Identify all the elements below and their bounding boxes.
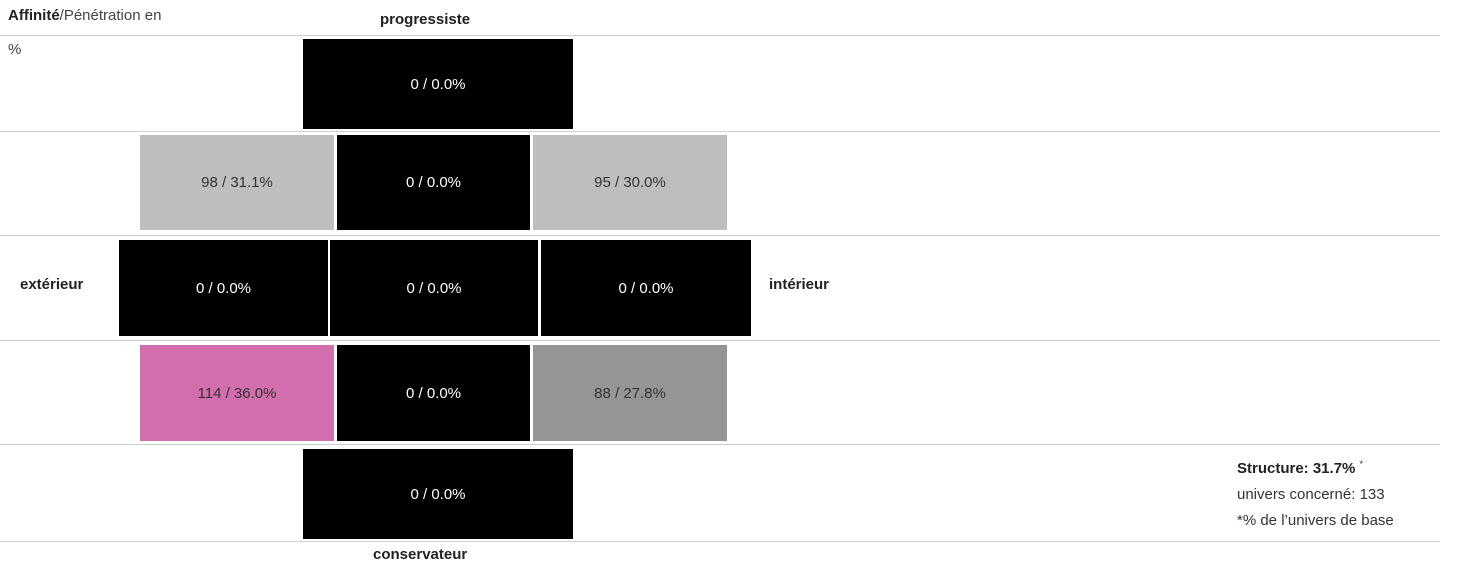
- row-divider: [0, 340, 1440, 341]
- row-divider: [0, 444, 1440, 445]
- cell-r2-left: 98 / 31.1%: [140, 135, 334, 230]
- cell-r3-center: 0 / 0.0%: [330, 240, 538, 336]
- cell-r4-right: 88 / 27.8%: [533, 345, 727, 441]
- row-divider: [0, 35, 1440, 36]
- penetration-label: /Pénétration en: [59, 7, 162, 24]
- axis-top-label: progressiste: [380, 11, 471, 28]
- cell-r3-right: 0 / 0.0%: [541, 240, 751, 336]
- chart-header: Affinité/Pénétration en: [8, 7, 161, 24]
- structure-asterisk: *: [1359, 459, 1364, 469]
- universe-count: univers concerné: 133: [1237, 486, 1385, 503]
- cell-r4-left: 114 / 36.0%: [140, 345, 334, 441]
- cell-r2-right: 95 / 30.0%: [533, 135, 727, 230]
- row-divider: [0, 131, 1440, 132]
- row-divider: [0, 235, 1440, 236]
- row-divider: [0, 541, 1440, 542]
- cell-r4-center: 0 / 0.0%: [337, 345, 530, 441]
- axis-bottom-label: conservateur: [373, 546, 468, 563]
- footnote-text: *% de l’univers de base: [1237, 512, 1394, 529]
- percent-label: %: [8, 41, 22, 58]
- cell-r1-center: 0 / 0.0%: [303, 39, 573, 129]
- axis-left-label: extérieur: [20, 276, 84, 293]
- summary-panel: Structure: 31.7% * univers concerné: 133…: [1237, 451, 1394, 534]
- cell-r3-left: 0 / 0.0%: [119, 240, 328, 336]
- axis-right-label: intérieur: [769, 276, 830, 293]
- affinity-label: Affinité: [8, 7, 60, 24]
- cell-r5-center: 0 / 0.0%: [303, 449, 573, 539]
- cell-r2-center: 0 / 0.0%: [337, 135, 530, 230]
- structure-value: Structure: 31.7%: [1237, 460, 1356, 477]
